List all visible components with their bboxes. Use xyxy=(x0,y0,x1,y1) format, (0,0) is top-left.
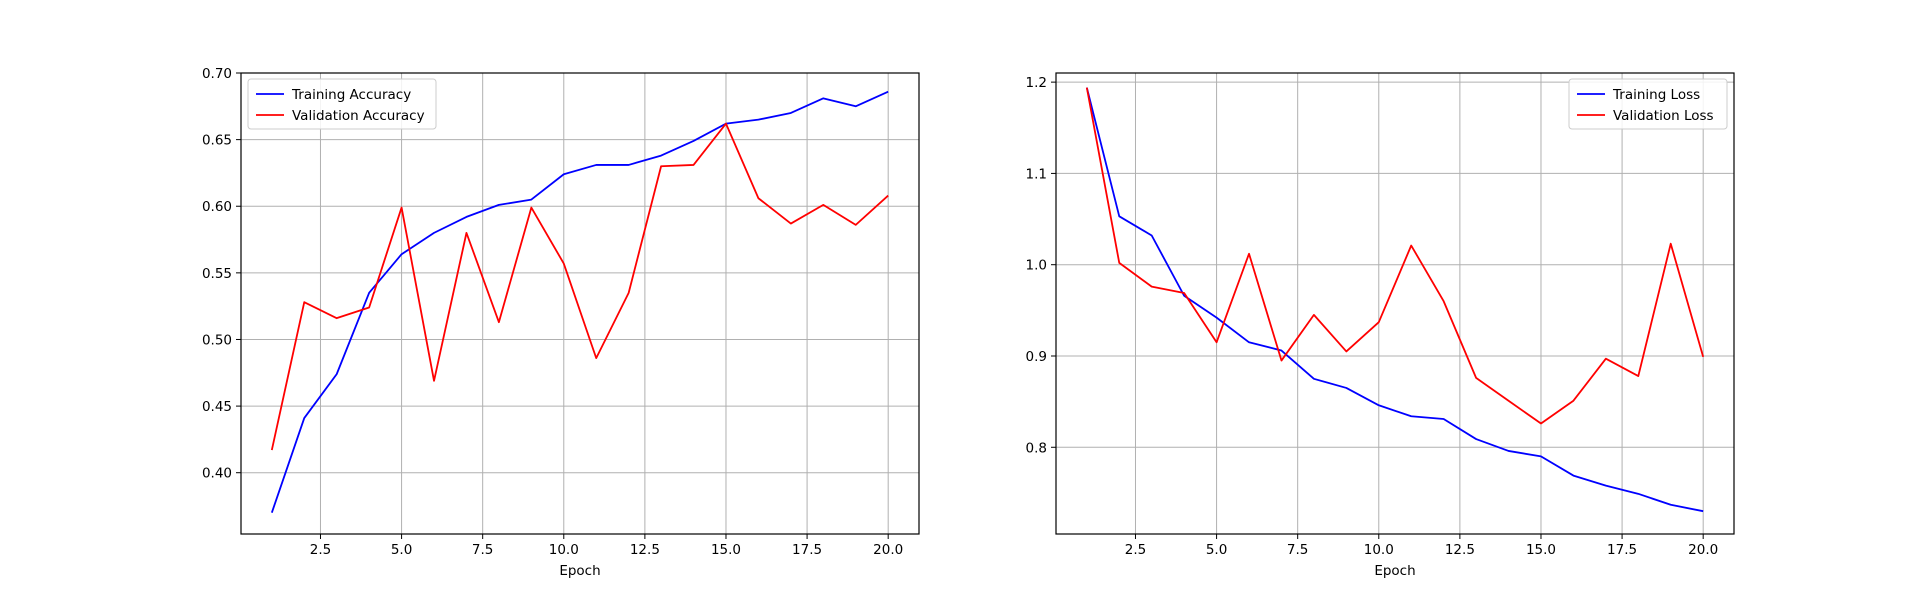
x-tick-label: 2.5 xyxy=(310,542,331,558)
x-tick-label: 2.5 xyxy=(1125,542,1146,558)
x-tick-label: 12.5 xyxy=(1445,542,1475,558)
x-tick-label: 5.0 xyxy=(391,542,412,558)
legend-entry: Training Accuracy xyxy=(291,87,411,103)
legend: Training Loss Validation Loss xyxy=(1568,78,1728,130)
y-tick-label: 0.8 xyxy=(1026,440,1047,456)
x-tick-label: 10.0 xyxy=(549,542,579,558)
x-tick-label: 7.5 xyxy=(472,542,493,558)
legend-box xyxy=(247,78,437,130)
x-tick-label: 17.5 xyxy=(1607,542,1637,558)
y-tick-label: 0.55 xyxy=(202,266,232,282)
axes-frame xyxy=(240,72,920,535)
legend: Training Accuracy Validation Accuracy xyxy=(247,78,437,130)
x-tick-label: 5.0 xyxy=(1206,542,1227,558)
y-tick-label: 0.9 xyxy=(1026,349,1047,365)
y-tick-label: 0.40 xyxy=(202,466,232,482)
series-line-validation-accuracy xyxy=(270,122,889,451)
legend-entry: Validation Accuracy xyxy=(292,108,425,124)
y-tick-label: 1.0 xyxy=(1026,258,1047,274)
legend-entry: Training Loss xyxy=(1612,87,1700,103)
x-tick-label: 15.0 xyxy=(1526,542,1556,558)
series-line-validation-loss xyxy=(1085,87,1705,425)
axes-frame xyxy=(1055,72,1735,535)
legend-box xyxy=(1568,78,1728,130)
series-line-training-loss xyxy=(1085,87,1704,513)
y-tick-label: 1.2 xyxy=(1026,75,1047,91)
y-tick-label: 0.45 xyxy=(202,399,232,415)
x-tick-label: 7.5 xyxy=(1287,542,1308,558)
loss-subplot: 2.5 5.0 7.5 10.0 12.5 15.0 17.5 20.0 0.8 0.9 1.0 1.… xyxy=(1026,72,1735,579)
x-tick-label: 12.5 xyxy=(630,542,660,558)
accuracy-subplot: 2.5 5.0 7.5 10.0 12.5 15.0 17.5 20.0 0.40 0.45 0.5… xyxy=(202,66,920,579)
x-axis-label: Epoch xyxy=(1374,563,1415,579)
x-tick-label: 17.5 xyxy=(792,542,822,558)
x-tick-label: 20.0 xyxy=(1688,542,1718,558)
y-tick-label: 0.65 xyxy=(202,133,232,149)
y-tick-label: 0.70 xyxy=(202,66,232,82)
y-tick-label: 0.60 xyxy=(202,199,232,215)
series-line-training-accuracy xyxy=(270,90,889,513)
x-tick-label: 10.0 xyxy=(1364,542,1394,558)
y-tick-label: 0.50 xyxy=(202,332,232,348)
y-tick-label: 1.1 xyxy=(1026,166,1047,182)
x-axis-label: Epoch xyxy=(559,563,600,579)
x-tick-label: 15.0 xyxy=(711,542,741,558)
x-tick-label: 20.0 xyxy=(873,542,903,558)
legend-entry: Validation Loss xyxy=(1613,108,1714,124)
